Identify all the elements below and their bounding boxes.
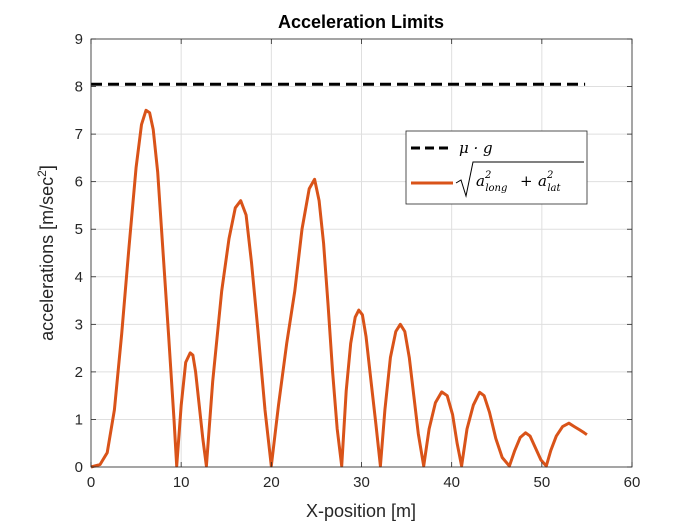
legend-plus: + <box>520 172 533 190</box>
y-axis-label-exponent: 2 <box>35 170 49 177</box>
y-axis-label: accelerations [m/sec2] <box>35 165 57 341</box>
x-tick-label: 10 <box>173 474 190 491</box>
series-line-accel <box>90 108 588 469</box>
tick-labels: 0 10 20 30 40 50 60 0 1 2 3 4 5 6 7 8 9 <box>75 31 641 491</box>
sqrt-radical <box>455 161 584 198</box>
chart-title: Acceleration Limits <box>278 12 444 32</box>
y-tick-label: 9 <box>75 31 83 48</box>
x-tick-label: 30 <box>353 474 370 491</box>
y-tick-label: 5 <box>75 221 83 238</box>
y-axis-label-group: accelerations [m/sec2] <box>35 165 57 341</box>
y-tick-label: 6 <box>75 174 83 191</box>
legend-box <box>405 130 588 205</box>
legend-label-mu-g: μ · g <box>459 139 493 157</box>
x-tick-label: 0 <box>87 474 95 491</box>
ticks <box>90 38 633 468</box>
y-axis-label-main: accelerations [m/sec <box>37 177 57 341</box>
x-tick-label: 60 <box>624 474 641 491</box>
x-tick-label: 50 <box>533 474 550 491</box>
y-tick-label: 2 <box>75 364 83 381</box>
y-axis-label-close: ] <box>37 165 57 170</box>
y-tick-label: 8 <box>75 79 83 96</box>
y-tick-label: 3 <box>75 316 83 333</box>
legend: μ · g a2 long + a2 lat <box>405 130 588 205</box>
x-tick-label: 40 <box>443 474 460 491</box>
y-tick-label: 4 <box>75 269 83 286</box>
y-tick-label: 1 <box>75 411 83 428</box>
x-tick-label: 20 <box>263 474 280 491</box>
y-tick-label: 0 <box>75 459 83 476</box>
series-layer <box>90 82 588 469</box>
x-axis-label: X-position [m] <box>306 501 416 521</box>
y-tick-label: 7 <box>75 126 83 143</box>
